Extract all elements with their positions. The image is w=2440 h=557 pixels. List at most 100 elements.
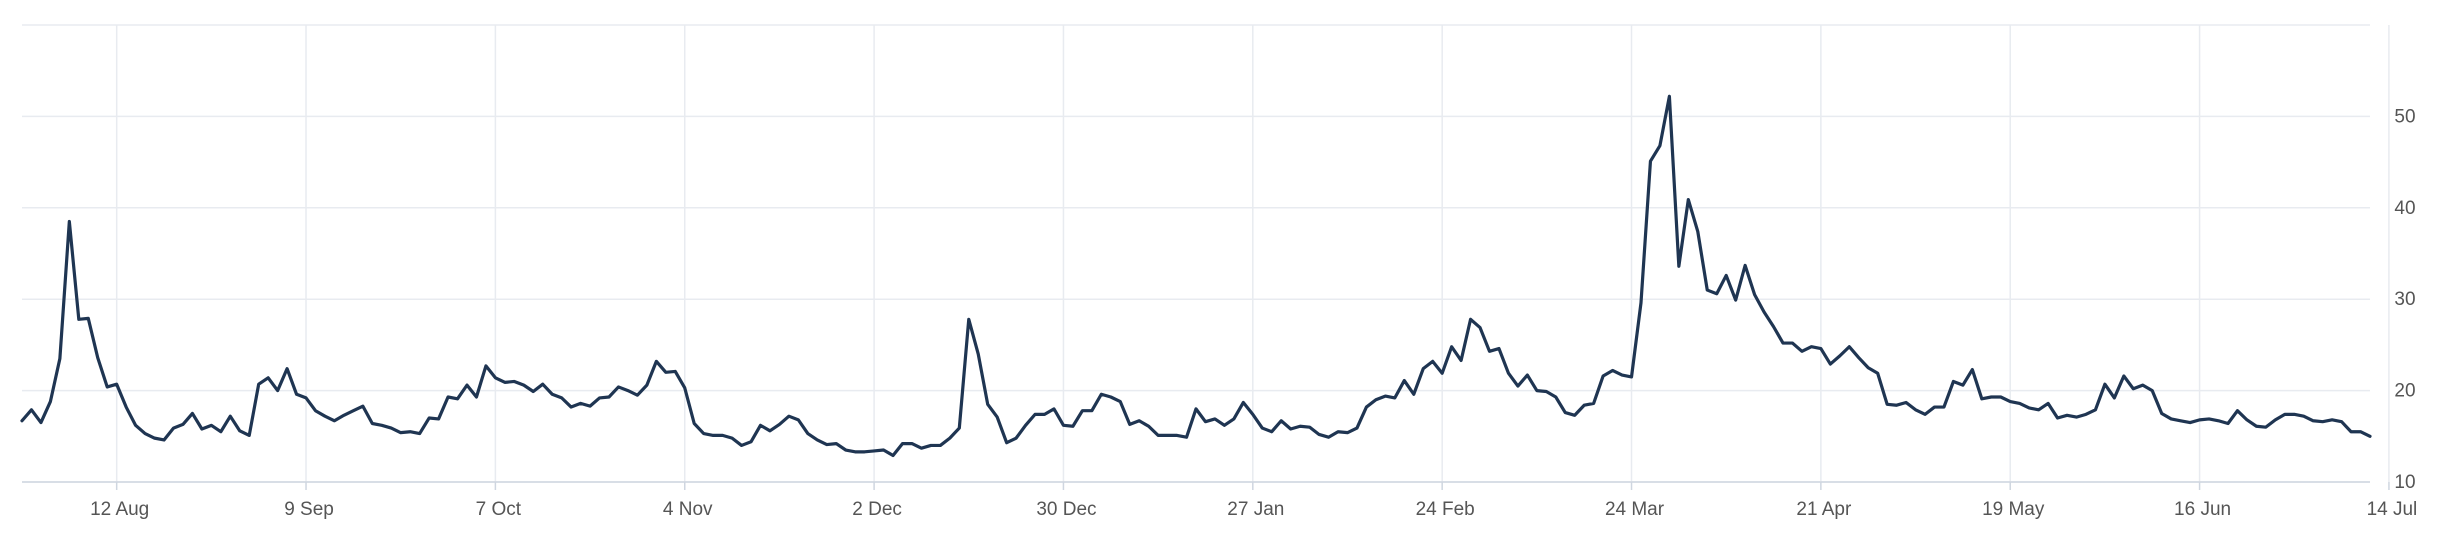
data-point bbox=[352, 409, 355, 412]
data-point bbox=[1990, 396, 1993, 399]
x-tick-label: 4 Nov bbox=[663, 499, 713, 520]
data-point bbox=[1119, 400, 1122, 403]
data-point bbox=[125, 406, 128, 409]
data-point bbox=[1677, 265, 1680, 268]
data-point bbox=[939, 444, 942, 447]
data-point bbox=[712, 434, 715, 437]
data-point bbox=[2075, 416, 2078, 419]
data-point bbox=[967, 318, 970, 321]
data-point bbox=[503, 381, 506, 384]
data-point bbox=[49, 400, 52, 403]
data-point bbox=[286, 367, 289, 370]
data-point bbox=[2293, 413, 2296, 416]
y-tick-label: 10 bbox=[2394, 472, 2415, 493]
data-point bbox=[1195, 407, 1198, 410]
data-point bbox=[1422, 367, 1425, 370]
data-point bbox=[77, 318, 80, 321]
data-point bbox=[854, 450, 857, 453]
x-tick-label: 7 Oct bbox=[476, 499, 522, 520]
data-point bbox=[2037, 408, 2040, 411]
data-point bbox=[863, 450, 866, 453]
data-point bbox=[1318, 433, 1321, 436]
data-point bbox=[1611, 369, 1614, 372]
data-point bbox=[2217, 419, 2220, 422]
data-point bbox=[1384, 395, 1387, 398]
series-layer bbox=[20, 94, 2372, 458]
data-point bbox=[1753, 293, 1756, 296]
data-point bbox=[825, 443, 828, 446]
data-point bbox=[911, 442, 914, 445]
data-point bbox=[2104, 383, 2107, 386]
data-point bbox=[579, 402, 582, 405]
data-point bbox=[2122, 375, 2125, 378]
data-point bbox=[21, 419, 24, 422]
data-point bbox=[58, 357, 61, 360]
data-point bbox=[2208, 418, 2211, 421]
data-point bbox=[1280, 419, 1283, 422]
data-point bbox=[418, 432, 421, 435]
data-point bbox=[1517, 385, 1520, 388]
data-point bbox=[977, 353, 980, 356]
data-point bbox=[371, 422, 374, 425]
data-point bbox=[1346, 431, 1349, 434]
data-point bbox=[1564, 411, 1567, 414]
data-point bbox=[769, 429, 772, 432]
data-point bbox=[1005, 441, 1008, 444]
data-point bbox=[191, 412, 194, 415]
data-point bbox=[1128, 423, 1131, 426]
data-point bbox=[2246, 418, 2249, 421]
data-point bbox=[835, 442, 838, 445]
data-point bbox=[1734, 299, 1737, 302]
data-point bbox=[1867, 366, 1870, 369]
data-point bbox=[276, 389, 279, 392]
data-point bbox=[636, 394, 639, 397]
data-point bbox=[1980, 397, 1983, 400]
data-point bbox=[1876, 372, 1879, 375]
data-point bbox=[1166, 434, 1169, 437]
data-point bbox=[627, 389, 630, 392]
data-point bbox=[2189, 421, 2192, 424]
x-tick-label: 21 Apr bbox=[1796, 499, 1852, 520]
data-point bbox=[428, 417, 431, 420]
data-point bbox=[68, 220, 71, 223]
data-point bbox=[1403, 379, 1406, 382]
data-point bbox=[570, 406, 573, 409]
data-point bbox=[664, 371, 667, 374]
data-point bbox=[2047, 402, 2050, 405]
data-point bbox=[1621, 374, 1624, 377]
data-point bbox=[1791, 342, 1794, 345]
data-point bbox=[892, 454, 895, 457]
data-point bbox=[617, 386, 620, 389]
data-point bbox=[1838, 354, 1841, 357]
data-point bbox=[163, 439, 166, 442]
data-point bbox=[257, 383, 260, 386]
data-point bbox=[787, 415, 790, 418]
data-point bbox=[1573, 414, 1576, 417]
data-point bbox=[1810, 345, 1813, 348]
data-point bbox=[873, 450, 876, 453]
data-point bbox=[2359, 430, 2362, 433]
y-tick-label: 30 bbox=[2394, 289, 2415, 310]
data-point bbox=[437, 418, 440, 421]
data-point bbox=[1232, 418, 1235, 421]
data-point bbox=[797, 418, 800, 421]
data-point bbox=[1356, 427, 1359, 430]
data-point bbox=[1157, 434, 1160, 437]
data-point bbox=[532, 390, 535, 393]
data-point bbox=[920, 447, 923, 450]
data-point bbox=[466, 384, 469, 387]
data-point bbox=[541, 383, 544, 386]
data-point bbox=[1270, 430, 1273, 433]
data-point bbox=[248, 434, 251, 437]
data-point bbox=[1441, 372, 1444, 375]
data-point bbox=[2283, 413, 2286, 416]
x-tick-label: 16 Jun bbox=[2174, 499, 2231, 520]
data-point bbox=[144, 432, 147, 435]
data-point bbox=[551, 393, 554, 396]
data-point bbox=[2028, 407, 2031, 410]
data-point bbox=[1848, 345, 1851, 348]
data-point bbox=[2018, 402, 2021, 405]
data-point bbox=[485, 365, 488, 368]
data-point bbox=[40, 421, 43, 424]
